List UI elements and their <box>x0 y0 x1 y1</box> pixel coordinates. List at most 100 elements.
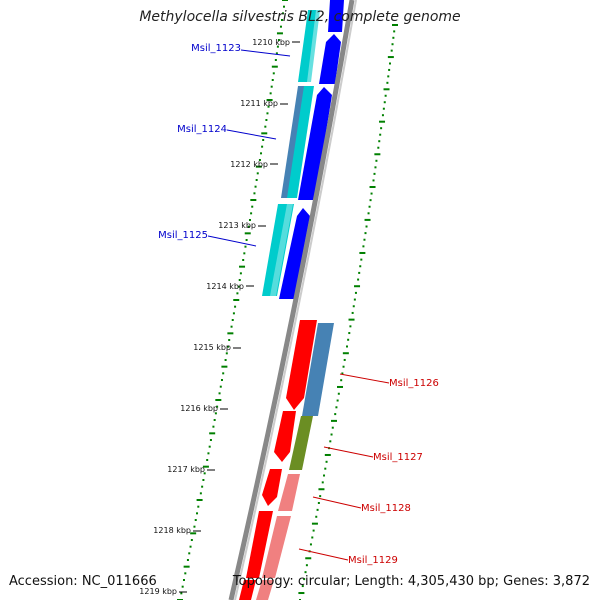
gc-dot <box>380 127 383 130</box>
gc-dot <box>387 75 390 78</box>
gc-dot <box>232 312 235 315</box>
label-leader <box>312 496 362 509</box>
gc-dot <box>181 585 184 588</box>
gc-dot <box>369 199 372 202</box>
tick-label: 1213 kbp <box>218 221 256 230</box>
gc-dot <box>256 172 259 175</box>
gc-dot <box>276 32 283 35</box>
tick-label: 1214 kbp <box>206 282 244 291</box>
gc-dot <box>365 225 368 228</box>
cds-bar-msil-1128 <box>278 474 300 511</box>
gene-label-msil-1126[interactable]: Msil_1126 <box>389 378 439 389</box>
gc-dot <box>233 299 240 301</box>
topology-text: Topology: circular; Length: 4,305,430 bp… <box>232 574 590 589</box>
gene-label-msil-1129[interactable]: Msil_1129 <box>348 555 398 566</box>
gene-arrow-msil-1125 <box>279 208 310 299</box>
gc-content-dots-right <box>298 24 398 600</box>
gene-label-msil-1128[interactable]: Msil_1128 <box>361 503 411 514</box>
gc-dot <box>242 259 245 261</box>
gc-dot <box>282 0 288 1</box>
genome-backbone <box>228 0 355 600</box>
gc-dot <box>218 392 221 395</box>
cds-bar-msil-1123 <box>298 10 318 82</box>
gene-label-msil-1125[interactable]: Msil_1125 <box>158 230 208 241</box>
gc-dot <box>363 238 366 241</box>
gc-dot <box>266 112 269 115</box>
gene-arrow-msil-1129 <box>246 511 273 578</box>
gc-dot <box>236 292 239 295</box>
gene-label-msil-1124[interactable]: Msil_1124 <box>177 124 227 135</box>
gc-dot <box>202 465 209 468</box>
gc-dot <box>315 515 318 518</box>
gc-dot <box>224 359 227 361</box>
gc-dot <box>303 578 306 581</box>
gc-dot <box>206 459 209 461</box>
gc-dot <box>269 92 272 95</box>
gc-dot <box>367 212 370 215</box>
gc-dot <box>388 62 391 65</box>
gc-dot <box>360 258 363 261</box>
gc-dot <box>388 68 391 71</box>
forward-strand-features <box>262 0 344 299</box>
gc-dot <box>215 399 222 401</box>
gc-dot <box>227 332 234 335</box>
gc-dot <box>390 49 393 52</box>
gc-dot <box>384 94 387 97</box>
gc-dot <box>222 372 225 375</box>
gc-dot <box>393 30 396 33</box>
gc-dot <box>277 39 280 41</box>
gc-dot <box>214 412 217 415</box>
gc-dot <box>347 338 350 341</box>
gc-dot <box>261 145 264 148</box>
reverse-strand-features <box>239 320 334 600</box>
gc-dot <box>325 460 328 463</box>
gc-dot <box>193 525 196 528</box>
gc-dot <box>359 265 362 268</box>
gc-dot <box>221 365 228 368</box>
cds-bar-msil-1124-b <box>287 86 314 198</box>
gc-dot <box>190 539 193 541</box>
gc-dot <box>194 519 197 521</box>
gc-dot <box>298 592 305 595</box>
gc-dot <box>387 56 394 59</box>
gc-dot <box>357 278 360 281</box>
gc-dot <box>354 285 361 288</box>
gc-dot <box>336 399 339 402</box>
gc-dot <box>319 495 322 498</box>
tick-label: 1210 kbp <box>252 38 290 47</box>
gc-dot <box>188 552 191 555</box>
accession-text: Accession: NC_011666 <box>9 574 157 589</box>
gc-dot <box>264 125 267 128</box>
gc-dot <box>197 505 200 508</box>
map-title: Methylocella silvestris BL2, complete ge… <box>139 9 461 25</box>
label-leader <box>339 373 390 384</box>
gc-dot <box>274 59 277 61</box>
gc-dot <box>239 265 246 268</box>
label-leader <box>240 49 291 57</box>
gc-dot <box>248 219 251 221</box>
cds-bar-msil-1127 <box>289 416 313 470</box>
gc-dot <box>226 345 229 348</box>
tick-label: 1211 kbp <box>240 99 278 108</box>
gene-label-msil-1127[interactable]: Msil_1127 <box>373 452 423 463</box>
gc-dot <box>209 439 212 441</box>
gc-dot <box>329 440 332 443</box>
label-leader <box>207 235 257 247</box>
gc-dot <box>202 479 205 481</box>
tick-label: 1216 kbp <box>180 404 218 413</box>
gc-dot <box>362 245 365 248</box>
gc-dot <box>392 36 395 39</box>
gc-dot <box>262 139 265 141</box>
gc-dot <box>199 492 202 495</box>
gc-dot <box>212 425 215 428</box>
gc-dot <box>253 192 256 195</box>
gc-dot <box>250 199 257 201</box>
gc-dot <box>364 218 371 221</box>
gc-dot <box>324 467 327 470</box>
gene-label-msil-1123[interactable]: Msil_1123 <box>191 43 241 54</box>
gc-dot <box>238 279 241 281</box>
tick-label: 1218 kbp <box>153 526 191 535</box>
gc-dot <box>239 272 242 275</box>
gc-dot <box>354 291 357 294</box>
gene-arrow-msil-1123 <box>319 34 341 84</box>
